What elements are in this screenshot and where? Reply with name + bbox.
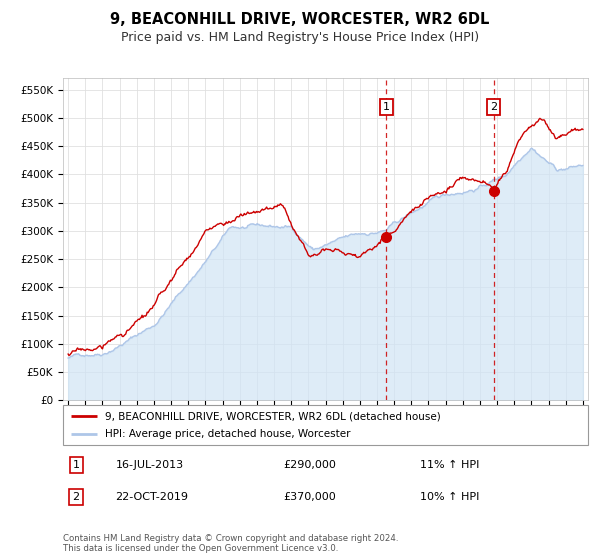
Text: £370,000: £370,000 — [284, 492, 336, 502]
Text: 11% ↑ HPI: 11% ↑ HPI — [420, 460, 479, 470]
Text: 10% ↑ HPI: 10% ↑ HPI — [420, 492, 479, 502]
Text: HPI: Average price, detached house, Worcester: HPI: Average price, detached house, Worc… — [105, 429, 350, 439]
Text: 1: 1 — [383, 102, 390, 111]
Text: 16-JUL-2013: 16-JUL-2013 — [115, 460, 184, 470]
Text: 2: 2 — [73, 492, 80, 502]
Text: £290,000: £290,000 — [284, 460, 337, 470]
Text: 22-OCT-2019: 22-OCT-2019 — [115, 492, 188, 502]
Text: Price paid vs. HM Land Registry's House Price Index (HPI): Price paid vs. HM Land Registry's House … — [121, 31, 479, 44]
Text: 9, BEACONHILL DRIVE, WORCESTER, WR2 6DL (detached house): 9, BEACONHILL DRIVE, WORCESTER, WR2 6DL … — [105, 411, 441, 421]
Text: 1: 1 — [73, 460, 80, 470]
Text: Contains HM Land Registry data © Crown copyright and database right 2024.
This d: Contains HM Land Registry data © Crown c… — [63, 534, 398, 553]
Text: 2: 2 — [490, 102, 497, 111]
Text: 9, BEACONHILL DRIVE, WORCESTER, WR2 6DL: 9, BEACONHILL DRIVE, WORCESTER, WR2 6DL — [110, 12, 490, 27]
